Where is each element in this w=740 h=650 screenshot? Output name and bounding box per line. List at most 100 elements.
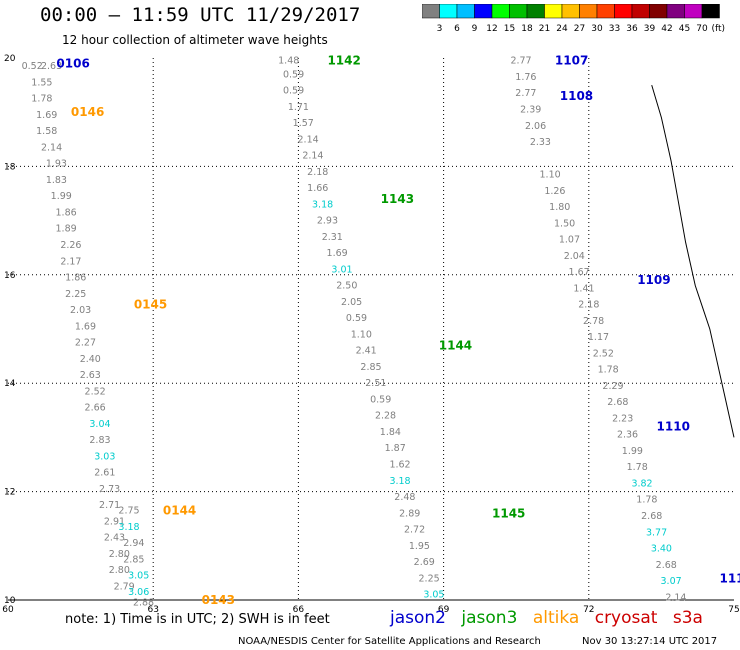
wave-height-value: 1.69 xyxy=(36,110,57,121)
wave-height-value: 1.55 xyxy=(31,77,52,88)
legend-altika: altika xyxy=(532,608,580,628)
wave-height-value: 3.77 xyxy=(646,527,667,538)
color-scale-bar: 3 6 9 12 15 18 21 24 27 30 33 36 39 42 45 70 (ft) xyxy=(422,4,726,34)
wave-height-value: 2.25 xyxy=(65,289,86,300)
wave-height-value: 2.05 xyxy=(341,297,362,308)
wave-height-value: 2.04 xyxy=(564,251,585,262)
wave-height-value: 1.58 xyxy=(36,126,57,137)
wave-height-value: 2.52 xyxy=(593,348,614,359)
credit-line: NOAA/NESDIS Center for Satellite Applica… xyxy=(238,636,541,647)
wave-height-value: 0.59 xyxy=(283,86,304,97)
wave-height-value: 3.05 xyxy=(128,571,149,582)
legend-s3a: s3a xyxy=(672,608,703,628)
colorbar-tick-label: 3 xyxy=(437,24,443,34)
pass-label: 1143 xyxy=(381,192,414,206)
y-tick-label: 16 xyxy=(4,271,16,281)
wave-height-value: 2.50 xyxy=(336,281,357,292)
wave-height-value: 2.06 xyxy=(525,121,546,132)
pass-label: 1110 xyxy=(657,420,690,434)
wave-height-value: 1.66 xyxy=(307,183,328,194)
y-tick-label: 12 xyxy=(4,488,15,498)
chart-title: 00:00 – 11:59 UTC 11/29/2017 xyxy=(40,4,361,26)
x-tick-label: 60 xyxy=(2,605,14,615)
pass-label: 0143 xyxy=(202,593,235,607)
wave-height-value: 1.69 xyxy=(75,321,96,332)
wave-height-value: 2.75 xyxy=(118,506,139,517)
wave-height-value: 2.80 xyxy=(109,565,130,576)
wave-height-value: 2.63 xyxy=(80,370,101,381)
wave-height-value: 2.43 xyxy=(104,533,125,544)
wave-height-value: 1.99 xyxy=(622,446,643,457)
colorbar-tick-label: 39 xyxy=(644,24,656,34)
pass-label: 1111 xyxy=(719,571,740,585)
wave-height-value: 2.77 xyxy=(515,88,536,99)
wave-height-value: 2.18 xyxy=(578,300,599,311)
wave-height-value: 2.26 xyxy=(60,240,81,251)
wave-height-value: 2.68 xyxy=(641,511,662,522)
wave-height-value: 2.25 xyxy=(419,573,440,584)
wave-height-value: 1.10 xyxy=(540,170,561,181)
wave-height-value: 3.18 xyxy=(312,199,333,210)
wave-height-value: 2.51 xyxy=(365,378,386,389)
wave-height-value: 1.78 xyxy=(31,94,52,105)
y-tick-label: 18 xyxy=(4,162,16,172)
colorbar-tick-label: 45 xyxy=(679,24,690,34)
wave-height-value: 2.73 xyxy=(99,484,120,495)
wave-height-value: 2.27 xyxy=(75,338,96,349)
wave-height-value: 1.78 xyxy=(598,365,619,376)
colorbar-tick-label: 27 xyxy=(574,24,585,34)
y-tick-label: 14 xyxy=(4,379,16,389)
wave-height-value: 2.31 xyxy=(322,232,343,243)
x-tick-label: 66 xyxy=(293,605,305,615)
wave-height-value: 2.93 xyxy=(317,216,338,227)
wave-height-value: 1.99 xyxy=(51,191,72,202)
y-tick-label: 10 xyxy=(4,596,16,606)
wave-height-value: 3.06 xyxy=(128,587,149,598)
wave-height-value: 3.03 xyxy=(94,451,115,462)
wave-height-value: 0.59 xyxy=(370,394,391,405)
colorbar-tick-label: 33 xyxy=(609,24,620,34)
wave-height-value: 1.17 xyxy=(588,332,609,343)
wave-height-value: 2.94 xyxy=(123,538,144,549)
wave-height-value: 1.83 xyxy=(46,175,67,186)
y-tick-label: 20 xyxy=(4,54,16,64)
colorbar-tick-label: 15 xyxy=(504,24,515,34)
wave-height-value: 2.28 xyxy=(375,411,396,422)
wave-height-value: 2.03 xyxy=(70,305,91,316)
wave-height-value: 1.95 xyxy=(409,541,430,552)
wave-height-value: 1.87 xyxy=(385,443,406,454)
footer-note: note: 1) Time is in UTC; 2) SWH is in fe… xyxy=(65,612,330,627)
x-tick-label: 63 xyxy=(147,605,158,615)
wave-height-value: 2.83 xyxy=(89,435,110,446)
wave-height-value: 3.40 xyxy=(651,544,672,555)
colorbar-unit: (ft) xyxy=(712,24,726,34)
wave-height-value: 2.36 xyxy=(617,430,638,441)
pass-label: 0106 xyxy=(56,56,89,70)
wave-height-value: 2.29 xyxy=(602,381,623,392)
wave-height-value: 2.91 xyxy=(104,516,125,527)
wave-height-value: 3.18 xyxy=(389,476,410,487)
wave-height-value: 2.14 xyxy=(298,134,319,145)
wave-height-value: 2.52 xyxy=(85,386,106,397)
wave-height-value: 1.78 xyxy=(636,495,657,506)
colorbar-tick-label: 9 xyxy=(472,24,478,34)
wave-height-value: 2.14 xyxy=(41,142,62,153)
wave-height-value: 2.40 xyxy=(80,354,101,365)
wave-height-value: 3.05 xyxy=(423,590,444,601)
wave-height-value: 2.61 xyxy=(94,468,115,479)
colorbar-tick-label: 70 xyxy=(696,24,708,34)
wave-height-value: 1.78 xyxy=(627,462,648,473)
wave-height-value: 1.57 xyxy=(293,118,314,129)
pass-label: 1145 xyxy=(492,506,525,520)
coastline xyxy=(651,84,735,438)
wave-height-value: 1.50 xyxy=(554,218,575,229)
wave-height-value: 2.80 xyxy=(109,549,130,560)
wave-height-value: 2.18 xyxy=(307,167,328,178)
wave-height-value: 3.01 xyxy=(331,264,352,275)
pass-label: 0146 xyxy=(71,105,104,119)
wave-height-value: 2.88 xyxy=(133,598,154,609)
wave-height-value: 2.41 xyxy=(356,346,377,357)
x-tick-label: 75 xyxy=(728,605,739,615)
wave-height-value: 2.66 xyxy=(85,403,106,414)
wave-height-value: 1.26 xyxy=(544,186,565,197)
